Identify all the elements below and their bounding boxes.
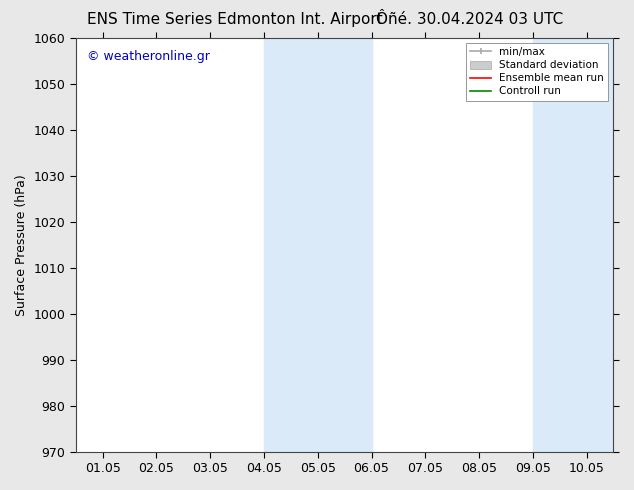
Text: © weatheronline.gr: © weatheronline.gr xyxy=(87,50,209,63)
Bar xyxy=(264,38,372,452)
Bar xyxy=(533,38,614,452)
Text: Ôñé. 30.04.2024 03 UTC: Ôñé. 30.04.2024 03 UTC xyxy=(375,12,563,27)
Text: ENS Time Series Edmonton Int. Airport: ENS Time Series Edmonton Int. Airport xyxy=(87,12,382,27)
Legend: min/max, Standard deviation, Ensemble mean run, Controll run: min/max, Standard deviation, Ensemble me… xyxy=(466,43,608,100)
Y-axis label: Surface Pressure (hPa): Surface Pressure (hPa) xyxy=(15,174,28,316)
